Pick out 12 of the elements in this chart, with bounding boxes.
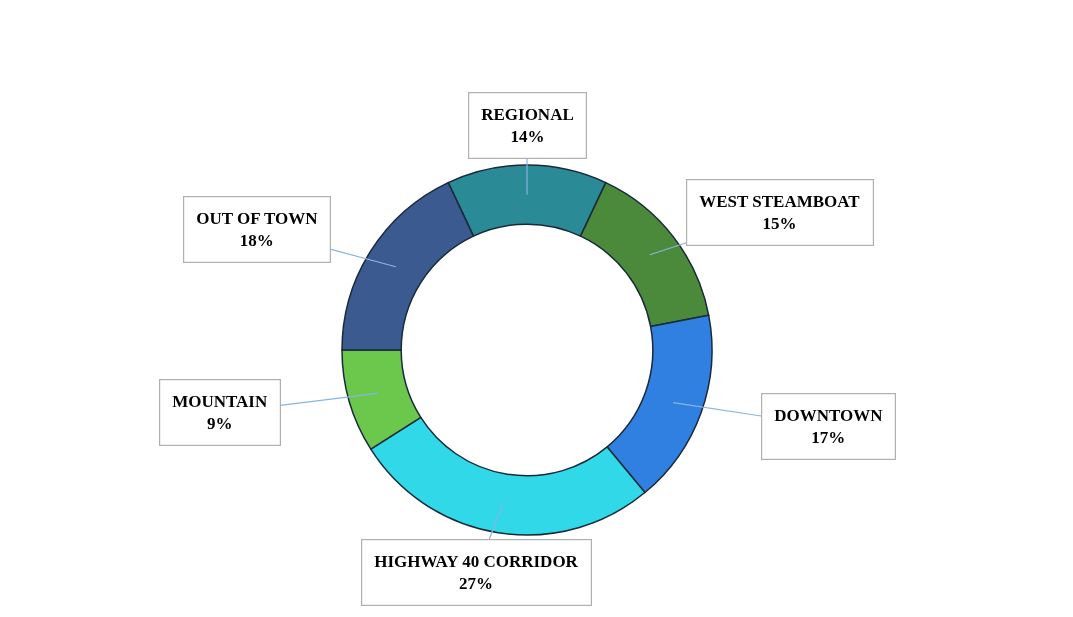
slice-label: OUT OF TOWN	[196, 209, 319, 229]
data-label: 9%	[206, 414, 233, 434]
slice-label: WEST STEAMBOAT	[699, 192, 861, 212]
slice-label: DOWNTOWN	[774, 406, 884, 426]
data-label: 15%	[762, 214, 797, 234]
slice-label: HIGHWAY 40 CORRIDOR	[374, 552, 579, 572]
data-label: 14%	[510, 127, 545, 147]
data-label: 18%	[239, 231, 274, 251]
slice-label: REGIONAL	[481, 105, 574, 125]
data-label: 27%	[459, 574, 494, 594]
data-label: 17%	[811, 428, 846, 448]
slice-label: MOUNTAIN	[172, 392, 268, 412]
